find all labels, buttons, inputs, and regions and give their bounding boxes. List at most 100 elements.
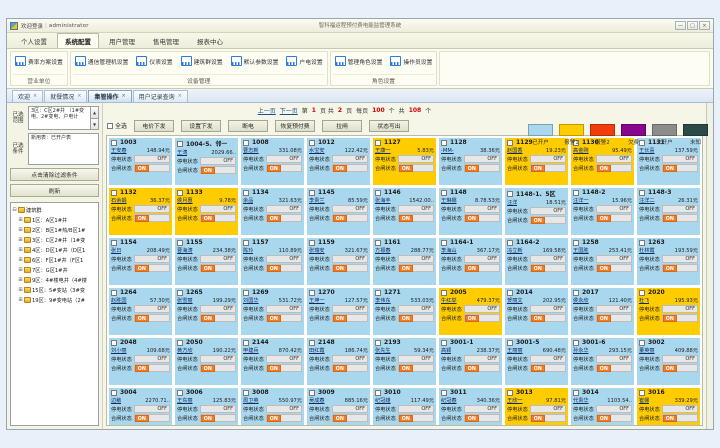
checkbox-icon[interactable] [243, 389, 249, 396]
meter-card[interactable]: 1154 张日 208.49元 停电状态 OFF 合闸状态 ON [108, 237, 173, 286]
checkbox-icon[interactable] [111, 189, 117, 196]
ribbon-button-meter-settings[interactable]: 仪表设置 [134, 55, 174, 67]
checkbox-icon[interactable] [507, 239, 513, 246]
meter-card[interactable]: 3011 纪冠春 340.36元 停电状态 OFF 合闸状态 ON [438, 387, 503, 425]
meter-card[interactable]: 1263 杜林霞 193.59元 停电状态 OFF 合闸状态 ON [636, 237, 701, 286]
card-owner-name[interactable]: 田红霞 [309, 348, 325, 354]
meter-card[interactable]: 3001-5 王丽丽 690.48元 停电状态 OFF 合闸状态 ON [504, 337, 569, 386]
tree-item-zone-1[interactable]: ⊞ 1区：A区1#井 [12, 215, 97, 225]
meter-card[interactable]: 2017 侯永欣 121.40元 停电状态 OFF 合闸状态 ON [570, 287, 635, 336]
close-icon[interactable]: × [77, 93, 82, 99]
tree-item-zone-15[interactable]: ⊞ 15区：5#变站（3#变 [12, 285, 97, 295]
button-restore-prepaid[interactable]: 恢复预付费 [275, 119, 316, 132]
checkbox-icon[interactable] [243, 339, 249, 346]
card-owner-name[interactable]: 张先生 [375, 348, 391, 354]
card-owner-name[interactable]: 张日 [111, 248, 122, 254]
card-owner-name[interactable]: 吴成春 [309, 398, 325, 404]
card-owner-name[interactable]: 甲建兵 [243, 348, 259, 354]
card-owner-name[interactable]: 侯永欣 [573, 298, 589, 304]
meter-card[interactable]: 1008 曹志新 331.08元 停电状态 OFF 合闸状态 ON [240, 137, 305, 186]
meter-card[interactable]: 1148-1、5区 汪洋 18.51元 停电状态 OFF 合闸状态 ON [504, 187, 569, 236]
meter-card[interactable]: 1146 张海丰 1542.00.. 停电状态 OFF 合闸状态 ON [372, 187, 437, 236]
meter-card[interactable]: 2148 田红霞 186.74元 停电状态 OFF 合闸状态 ON [306, 337, 371, 386]
meter-card[interactable]: 1161 方振春 288.77元 停电状态 OFF 合闸状态 ON [372, 237, 437, 286]
checkbox-icon[interactable] [375, 189, 381, 196]
meter-card[interactable]: 1271 李伟东 533.03元 停电状态 OFF 合闸状态 ON [372, 287, 437, 336]
tab-batch-operation[interactable]: 集管操作 × [88, 89, 132, 102]
meter-card[interactable]: 1258 王国胜 253.41元 停电状态 OFF 合闸状态 ON [570, 237, 635, 286]
meter-card[interactable]: 1264 赵胜国 57.30元 停电状态 OFF 合闸状态 ON [108, 287, 173, 336]
checkbox-icon[interactable] [573, 139, 579, 146]
meter-card[interactable]: 1012 水宝安 122.42元 停电状态 OFF 合闸状态 ON [306, 137, 371, 186]
checkbox-icon[interactable] [309, 189, 315, 196]
button-power-off[interactable]: 断电 [228, 119, 269, 132]
checkbox-icon[interactable] [177, 239, 183, 246]
ribbon-button-admin-role-settings[interactable]: 管理角色设置 [333, 55, 385, 67]
card-owner-name[interactable]: 汪洋一 [573, 198, 589, 204]
card-owner-name[interactable]: 高颖 [441, 348, 452, 354]
menu-tab-power-sales[interactable]: 售电管理 [153, 38, 179, 46]
meter-card[interactable]: 3004 边敏 2270.71.. 停电状态 OFF 合闸状态 ON [108, 387, 173, 425]
select-all-checkbox[interactable]: 全选 [107, 121, 127, 130]
meter-card[interactable]: 2193 张先生 59.34元 停电状态 OFF 合闸状态 ON [372, 337, 437, 386]
card-owner-name[interactable]: 曹志新 [243, 148, 259, 154]
checkbox-icon[interactable] [111, 139, 117, 146]
meter-card[interactable]: 1164-1 李海山 367.17元 停电状态 OFF 合闸状态 ON [438, 237, 503, 286]
meter-card[interactable]: 1148-2 汪洋一 15.96元 停电状态 OFF 合闸状态 ON [570, 187, 635, 236]
checkbox-icon[interactable] [507, 389, 513, 396]
meter-card-grid-container[interactable]: 1003 王安春 148.94元 停电状态 OFF 合闸状态 ON 1004-5、邻一 王涛 20… [106, 135, 703, 426]
expand-icon[interactable]: ⊞ [18, 277, 23, 283]
meter-card[interactable]: 1004-5、邻一 王涛 2029.66.. 停电状态 OFF 合闸状态 ON [174, 137, 239, 186]
card-owner-name[interactable]: 石余娟 [111, 198, 127, 204]
card-owner-name[interactable]: 汪洋 [507, 200, 518, 206]
meter-card[interactable]: 1148 王琳娜 8.78.53元 停电状态 OFF 合闸状态 ON [438, 187, 503, 236]
checkbox-icon[interactable] [177, 140, 183, 147]
button-send-settings[interactable]: 设置下发 [181, 119, 222, 132]
meter-card[interactable]: 1164-2 冯立新 169.58元 停电状态 OFF 合闸状态 ON [504, 237, 569, 286]
checkbox-icon[interactable] [639, 389, 645, 396]
card-owner-name[interactable]: 陈玲 [243, 248, 254, 254]
card-owner-name[interactable]: 王国胜 [573, 248, 589, 254]
meter-card[interactable]: 2005 牛红举 479.37元 停电状态 OFF 合闸状态 ON [438, 287, 503, 336]
checkbox-icon[interactable] [507, 339, 513, 346]
meter-card[interactable]: 1127 王康一 5.83元 停电状态 OFF 合闸状态 ON [372, 137, 437, 186]
card-owner-name[interactable]: 杜林霞 [639, 248, 655, 254]
minimize-button[interactable]: — [675, 21, 686, 30]
scroll-up-icon[interactable]: ▲ [90, 107, 98, 118]
tree-item-zone-7[interactable]: ⊞ 7区：G区1#井 [12, 265, 97, 275]
meter-card[interactable]: 1130 高金刚 95.49元 停电状态 OFF 合闸状态 ON [570, 137, 635, 186]
checkbox-icon[interactable] [441, 139, 447, 146]
checkbox-icon[interactable] [441, 289, 447, 296]
ribbon-button-household-power-settings[interactable]: 户电设置 [284, 55, 324, 67]
meter-card[interactable]: 2050 黄方欣 190.22元 停电状态 OFF 合闸状态 ON [174, 337, 239, 386]
tab-welcome[interactable]: 欢迎 × [12, 89, 44, 102]
checkbox-icon[interactable] [309, 289, 315, 296]
checkbox-icon[interactable] [309, 139, 315, 146]
expand-icon[interactable]: ⊞ [18, 237, 23, 243]
meter-card[interactable]: 3001-6 孙永华 293.15元 停电状态 OFF 合闸状态 ON [570, 337, 635, 386]
checkbox-icon[interactable] [111, 339, 117, 346]
card-owner-name[interactable]: 曹海涛 [177, 248, 193, 254]
meter-card[interactable]: 1003 王安春 148.94元 停电状态 OFF 合闸状态 ON [108, 137, 173, 186]
checkbox-icon[interactable] [177, 389, 183, 396]
card-owner-name[interactable]: 代贵华 [573, 398, 589, 404]
checkbox-icon[interactable] [441, 339, 447, 346]
ribbon-button-operator-settings[interactable]: 操作员设置 [388, 55, 434, 67]
ribbon-button-comm-gateway-settings[interactable]: 通信管理机设置 [73, 55, 131, 67]
expand-icon[interactable]: ⊞ [18, 267, 23, 273]
meter-card[interactable]: 3001-1 高颖 238.37元 停电状态 OFF 合闸状态 ON [438, 337, 503, 386]
card-owner-name[interactable]: 王琳娜 [441, 198, 457, 204]
meter-card[interactable]: 1145 李贵兰 85.59元 停电状态 OFF 合闸状态 ON [306, 187, 371, 236]
menu-tab-user-management[interactable]: 用户管理 [109, 38, 135, 46]
checkbox-icon[interactable] [507, 289, 513, 296]
tree-item-zone-4[interactable]: ⊞ 4区：D区1#井（D区1 [12, 245, 97, 255]
card-owner-name[interactable]: 刘小丽 [111, 348, 127, 354]
expand-icon[interactable]: ⊞ [18, 227, 23, 233]
checkbox-icon[interactable] [441, 189, 447, 196]
checkbox-icon[interactable] [507, 190, 513, 197]
checkbox-icon[interactable] [309, 239, 315, 246]
meter-card[interactable]: 3009 吴成春 885.16元 停电状态 OFF 合闸状态 ON [306, 387, 371, 425]
card-owner-name[interactable]: 张雪丽 [177, 298, 193, 304]
card-owner-name[interactable]: -MM- [441, 147, 454, 154]
expand-icon[interactable]: ⊞ [18, 287, 23, 293]
